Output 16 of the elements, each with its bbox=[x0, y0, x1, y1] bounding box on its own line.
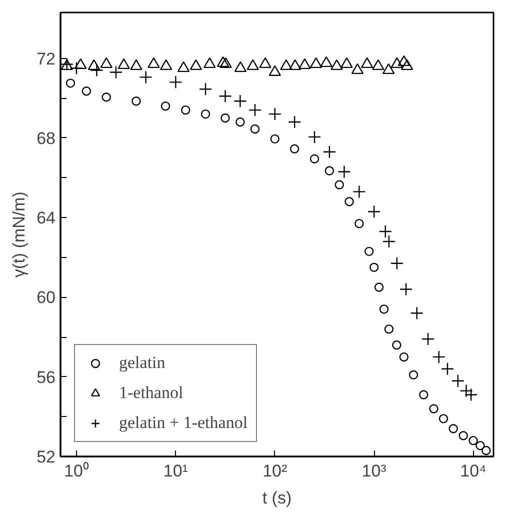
y-tick-label: 60 bbox=[36, 288, 56, 308]
y-tick-label: 52 bbox=[36, 448, 56, 466]
y-tick-label: 64 bbox=[36, 208, 56, 228]
x-tick-label: 10³ bbox=[362, 462, 387, 480]
legend-label: gelatin + 1-ethanol bbox=[119, 413, 248, 433]
x-tick-label: 10¹ bbox=[163, 462, 188, 480]
x-tick-label: 10² bbox=[262, 462, 288, 480]
y-tick-label: 56 bbox=[36, 368, 56, 387]
legend-label: gelatin bbox=[119, 353, 166, 373]
y-axis-title: γ(t) (mN/m) bbox=[10, 192, 29, 278]
legend-label: 1-ethanol bbox=[119, 383, 184, 403]
x-tick-label: 10⁰ bbox=[64, 462, 89, 480]
x-tick-label: 10⁴ bbox=[460, 462, 486, 480]
y-tick-label: 68 bbox=[36, 128, 56, 148]
y-tick-label: 72 bbox=[36, 49, 56, 68]
x-axis-title: t (s) bbox=[262, 488, 292, 508]
